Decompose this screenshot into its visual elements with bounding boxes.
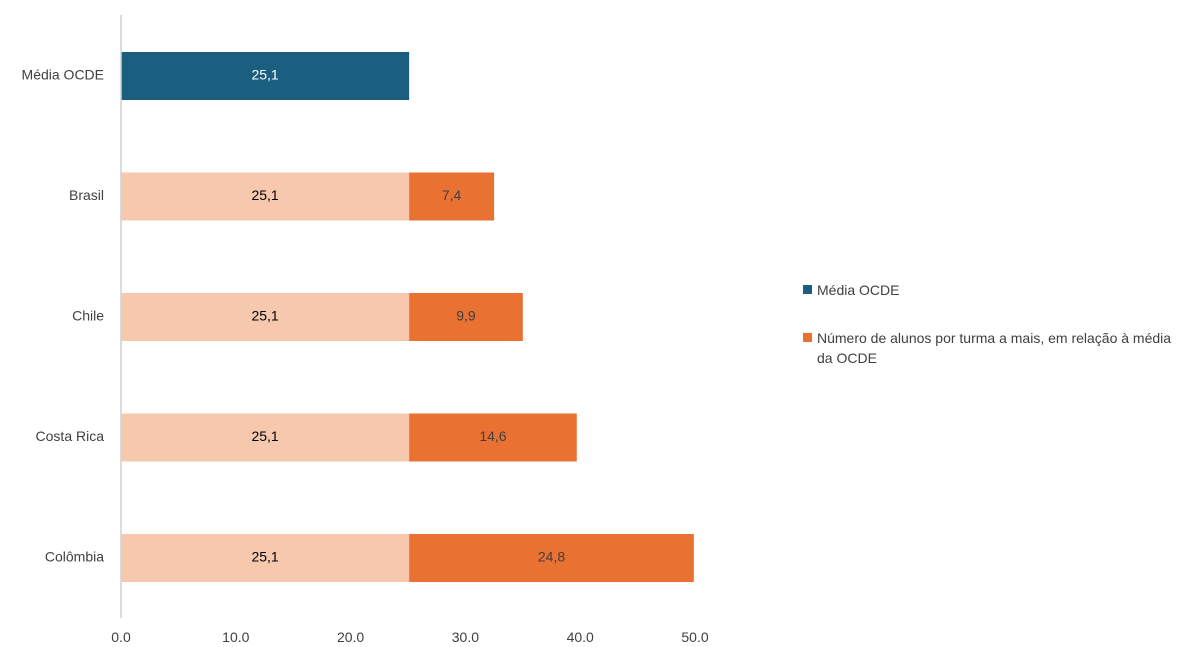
category-label-media-ocde: Média OCDE (22, 67, 104, 83)
legend-label-alunos-a-mais: Número de alunos por turma a mais, em re… (817, 330, 1172, 366)
data-label-media-ocde-media-ocde: 25,1 (251, 67, 278, 83)
bar-brasil-media-ocde (121, 172, 410, 221)
x-tick-label: 20.0 (337, 629, 364, 645)
x-axis-tick-labels: 0.0 10.0 20.0 30.0 40.0 50.0 (111, 629, 709, 645)
bar-media-ocde-media-ocde (121, 52, 410, 100)
category-label-colombia: Colômbia (45, 549, 104, 565)
x-tick-label: 50.0 (681, 629, 708, 645)
bar-colombia-media-ocde (121, 534, 410, 582)
category-labels: Média OCDE Brasil Chile Costa Rica Colômbia (22, 67, 105, 565)
category-label-brasil: Brasil (69, 187, 104, 203)
data-label-costa-rica-media-ocde: 25,1 (251, 428, 278, 444)
data-label-chile-media-ocde: 25,1 (251, 308, 278, 324)
legend-label-media-ocde: Média OCDE (817, 282, 900, 298)
x-tick-label: 0.0 (111, 629, 131, 645)
bar-labels-layer: 25,1 25,1 7,4 25,1 9,9 25,1 14,6 25,1 24,8 (251, 67, 565, 565)
bar-brasil-alunos-a-mais (409, 172, 495, 221)
data-label-chile-alunos-a-mais: 9,9 (456, 308, 476, 324)
x-tick-label: 40.0 (567, 629, 594, 645)
data-label-costa-rica-alunos-a-mais: 14,6 (479, 428, 506, 444)
bar-chile-alunos-a-mais (409, 293, 523, 341)
legend: Média OCDE Número de alunos por turma a … (803, 280, 1173, 396)
bar-colombia-alunos-a-mais (409, 534, 694, 582)
x-tick-label: 30.0 (452, 629, 479, 645)
bar-costa-rica-alunos-a-mais (409, 413, 577, 462)
category-label-costa-rica: Costa Rica (36, 428, 105, 444)
category-label-chile: Chile (72, 308, 104, 324)
legend-swatch-alunos-a-mais (803, 333, 812, 342)
bar-costa-rica-media-ocde (121, 413, 410, 462)
legend-item-alunos-a-mais: Número de alunos por turma a mais, em re… (803, 328, 1173, 368)
data-label-brasil-alunos-a-mais: 7,4 (442, 187, 462, 203)
bars-layer (121, 52, 694, 582)
legend-swatch-media-ocde (803, 285, 812, 294)
data-label-colombia-alunos-a-mais: 24,8 (538, 549, 565, 565)
data-label-brasil-media-ocde: 25,1 (251, 187, 278, 203)
data-label-colombia-media-ocde: 25,1 (251, 549, 278, 565)
bar-chile-media-ocde (121, 293, 410, 341)
legend-item-media-ocde: Média OCDE (803, 280, 1173, 300)
x-tick-label: 10.0 (222, 629, 249, 645)
